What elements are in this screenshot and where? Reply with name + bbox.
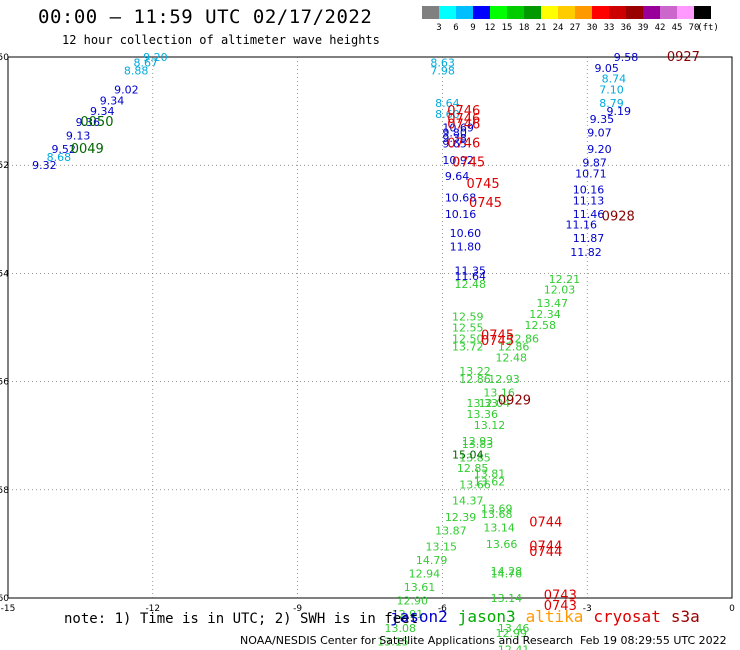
data-point-label: 9.20 (143, 51, 168, 64)
x-tick-label: -15 (1, 604, 16, 614)
data-point-label: 0744 (529, 515, 562, 530)
data-point-label: 9.02 (114, 83, 139, 96)
data-point-label: 12.90 (397, 595, 429, 608)
data-point-label: 11.80 (450, 240, 482, 253)
y-tick-label: -58 (0, 486, 9, 496)
data-point-label: 0745 (481, 334, 514, 349)
data-point-label: 12.48 (454, 278, 486, 291)
data-point-label: 13.15 (426, 541, 458, 554)
data-point-label: 11.87 (573, 232, 605, 245)
data-point-label: 9.58 (614, 51, 639, 64)
satellite-legend-jason3: jason3 (458, 607, 516, 626)
data-point-label: 0746 (447, 137, 480, 152)
data-point-label: 9.20 (587, 143, 612, 156)
y-tick-label: -50 (0, 53, 9, 63)
data-point-label: 12.48 (495, 351, 527, 364)
data-point-label: 12.94 (409, 568, 441, 581)
y-tick-label: -60 (0, 594, 9, 604)
data-point-label: 0927 (667, 50, 700, 65)
data-point-label: 13.72 (452, 340, 484, 353)
data-point-label: 9.07 (587, 127, 612, 140)
y-tick-label: -56 (0, 378, 9, 388)
y-tick-label: -54 (0, 269, 9, 279)
data-point-label: 10.71 (575, 167, 607, 180)
data-point-label: 11.13 (573, 194, 605, 207)
data-point-label: 0929 (498, 394, 531, 409)
y-tick-label: -52 (0, 161, 9, 171)
data-point-label: 7.98 (430, 65, 455, 78)
data-point-label: 11.82 (570, 246, 602, 259)
data-point-label: 12.03 (544, 284, 576, 297)
data-point-label: 13.87 (435, 524, 467, 537)
satellite-legend-s3a: s3a (671, 607, 700, 626)
data-point-label: 14.76 (491, 568, 522, 581)
data-point-label: 0928 (602, 210, 635, 225)
data-point-label: 0746 (447, 118, 480, 133)
data-point-label: 13.61 (404, 581, 436, 594)
data-point-label: 0744 (529, 545, 562, 560)
credit-line: NOAA/NESDIS Center for Satellite Applica… (240, 634, 573, 647)
generated-timestamp: Feb 19 08:29:55 UTC 2022 (580, 634, 727, 647)
data-point-label: 10.60 (450, 227, 482, 240)
data-point-label: 7.10 (599, 83, 624, 96)
scatter-chart: -15-12-9-6-30-50-52-54-56-58-6010.699.80… (0, 0, 740, 650)
data-point-label: 15.04 (452, 449, 484, 462)
data-point-label: 0745 (452, 155, 485, 170)
data-point-label: 13.66 (486, 538, 517, 551)
data-point-label: 12.58 (524, 319, 556, 332)
data-point-label: 12.39 (445, 511, 477, 524)
data-point-label: 0050 (80, 115, 113, 130)
data-point-label: 12.86 (459, 373, 491, 386)
data-point-label: 12.93 (488, 373, 519, 386)
data-point-label: 14.79 (416, 554, 448, 567)
data-point-label: 13.68 (481, 508, 512, 521)
data-point-label: 13.62 (474, 476, 506, 489)
data-point-label: 9.13 (66, 129, 91, 142)
data-point-label: 0745 (467, 177, 500, 192)
data-point-label: 13.14 (483, 522, 514, 535)
data-point-label: 0745 (469, 196, 502, 211)
satellite-legend: jason2 jason3 altika cryosat s3a (390, 607, 710, 626)
satellite-legend-jason2: jason2 (390, 607, 448, 626)
data-point-label: 11.16 (565, 219, 597, 232)
plot-frame (8, 57, 732, 598)
data-point-label: 8.68 (47, 151, 72, 164)
data-point-label: 8.79 (599, 97, 624, 110)
data-point-label: 14.37 (452, 495, 484, 508)
footnote: note: 1) Time is in UTC; 2) SWH is in fe… (64, 611, 418, 627)
data-point-label: 13.12 (474, 419, 506, 432)
satellite-legend-altika: altika (526, 607, 584, 626)
satellite-legend-cryosat: cryosat (593, 607, 660, 626)
x-tick-label: 0 (729, 604, 735, 614)
data-point-label: 0049 (71, 142, 104, 157)
data-point-label: 13.14 (491, 592, 522, 605)
